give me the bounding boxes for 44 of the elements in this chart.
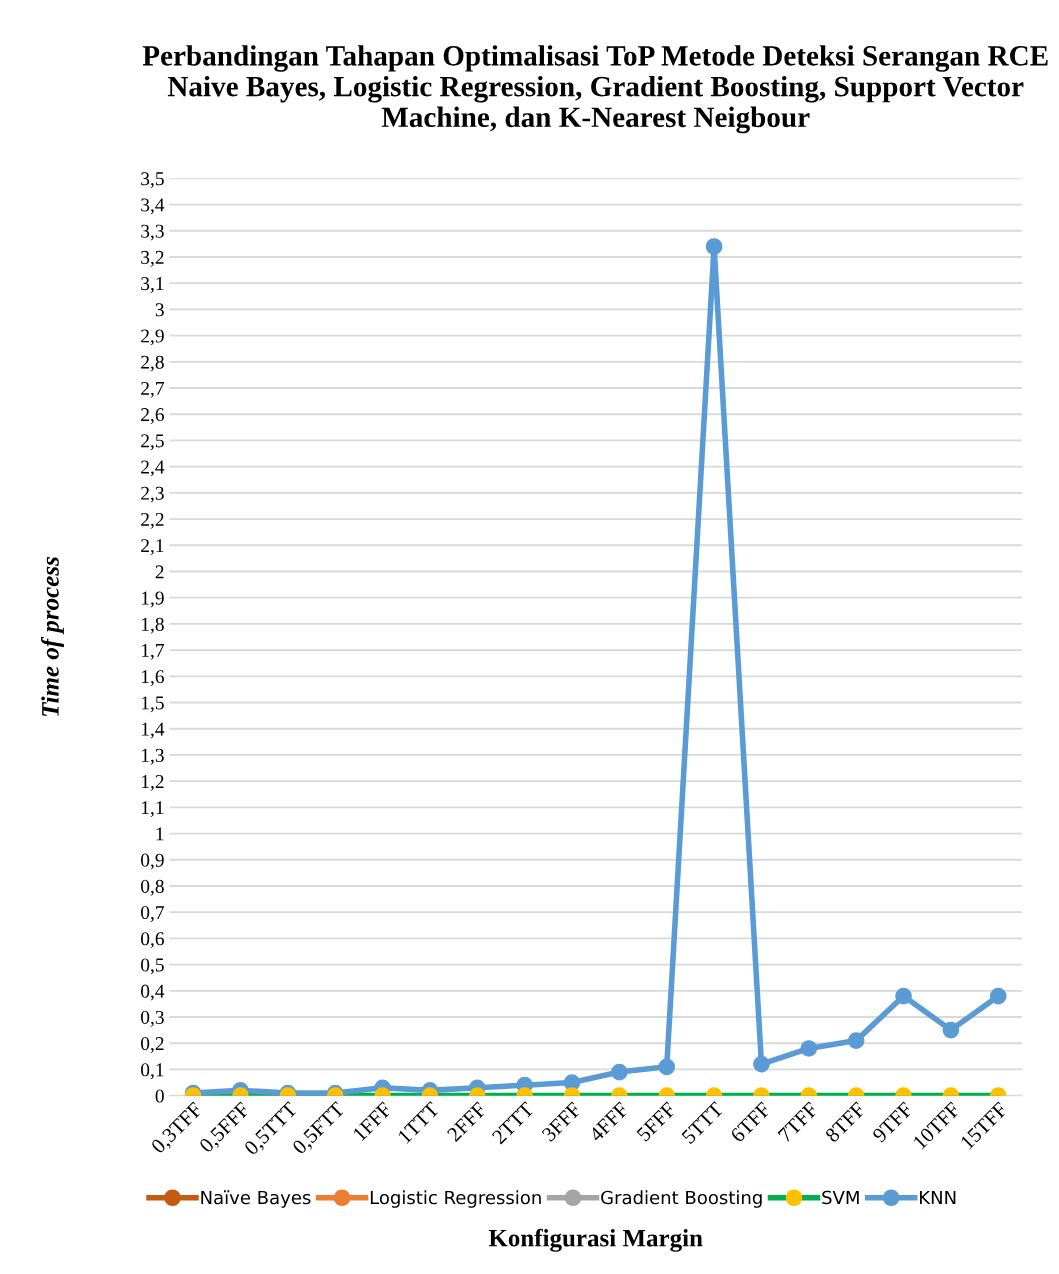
y-tick-label: 1,1 xyxy=(141,801,164,818)
y-tick-label: 2,5 xyxy=(141,434,164,451)
y-tick-label: 2 xyxy=(155,565,164,579)
y-tick-label: 0,4 xyxy=(141,984,165,1001)
y-tick-label: 3 xyxy=(155,303,164,317)
y-tick-label: 1 xyxy=(156,827,164,841)
y-tick-label: 1,4 xyxy=(141,722,165,739)
y-tick-label: 0,5 xyxy=(141,958,164,975)
y-tick-label: 2,9 xyxy=(141,329,164,346)
y-tick-label: 0,7 xyxy=(141,906,165,922)
y-tick-label: 3,3 xyxy=(141,224,164,241)
y-tick-label: 2,3 xyxy=(141,486,164,503)
y-tick-label: 1,5 xyxy=(141,696,164,713)
y-tick-label: 2,4 xyxy=(141,460,165,477)
y-tick-label: 1,6 xyxy=(141,670,164,687)
y-tick-label: 2,1 xyxy=(141,539,164,556)
y-tick-label: 2,2 xyxy=(141,512,164,529)
y-tick-label: 2,6 xyxy=(141,408,164,424)
x-axis-title: Konfigurasi Margin xyxy=(488,1228,703,1252)
y-tick-label: 2,8 xyxy=(141,355,164,372)
y-axis-title: Time of process xyxy=(40,557,64,716)
legend-label: Naïve Bayes xyxy=(201,1190,311,1208)
y-tick-label: 3,4 xyxy=(141,198,165,215)
y-tick-label: 3,2 xyxy=(141,250,164,267)
y-tick-label: 1,8 xyxy=(141,617,164,634)
y-tick-label: 1,2 xyxy=(141,775,164,791)
chart-title: Perbandingan Tahapan Optimalisasi ToP Metode Deteksi Serangan RCE Naive Bayes, Logistic Regression, Gradient Boosting, Support Vector Machine, dan K-Nearest Neigbour xyxy=(142,45,1048,134)
legend-label: Logistic Regression xyxy=(370,1190,541,1208)
y-tick-label: 1,7 xyxy=(141,644,165,660)
y-tick-label: 0,9 xyxy=(141,853,164,870)
y-tick-label: 3,5 xyxy=(141,172,164,189)
y-tick-label: 1,3 xyxy=(141,748,164,765)
legend-label: SVM xyxy=(822,1190,859,1205)
legend-label: KNN xyxy=(920,1190,956,1205)
y-tick-label: 1,9 xyxy=(141,591,164,608)
y-tick-label: 0 xyxy=(155,1089,164,1103)
y-tick-label: 0,2 xyxy=(141,1037,164,1053)
y-tick-label: 3,1 xyxy=(141,277,164,293)
y-tick-label: 0,3 xyxy=(141,1010,164,1027)
y-tick-label: 0,8 xyxy=(141,879,164,896)
legend-label: Gradient Boosting xyxy=(601,1190,762,1208)
y-tick-label: 0,6 xyxy=(141,932,164,949)
y-tick-label: 0,1 xyxy=(141,1063,164,1080)
y-tick-label: 2,7 xyxy=(141,381,165,398)
